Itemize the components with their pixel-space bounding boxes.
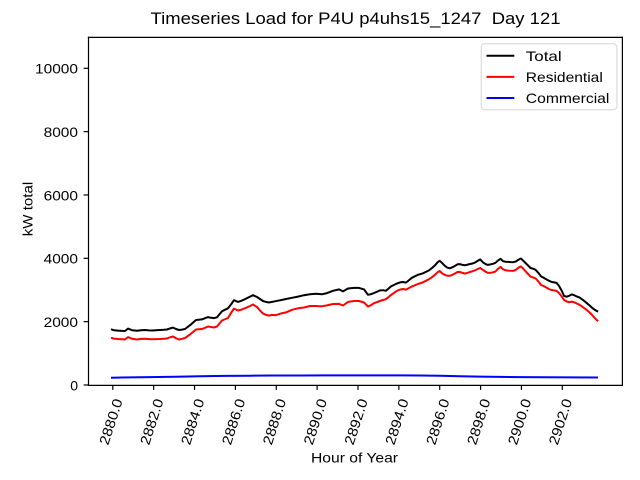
svg-text:Total: Total [526,48,562,64]
svg-text:Residential: Residential [526,69,603,85]
svg-text:4000: 4000 [44,251,79,267]
svg-text:6000: 6000 [44,187,79,203]
svg-text:Timeseries Load for P4U p4uhs1: Timeseries Load for P4U p4uhs15_1247 Day… [151,9,561,28]
svg-text:2000: 2000 [44,314,79,330]
svg-text:Hour of Year: Hour of Year [311,449,398,465]
svg-text:0: 0 [70,377,78,393]
svg-text:kW total: kW total [20,182,36,237]
svg-text:Commercial: Commercial [526,90,610,106]
svg-text:8000: 8000 [44,124,79,140]
svg-text:10000: 10000 [35,61,78,77]
